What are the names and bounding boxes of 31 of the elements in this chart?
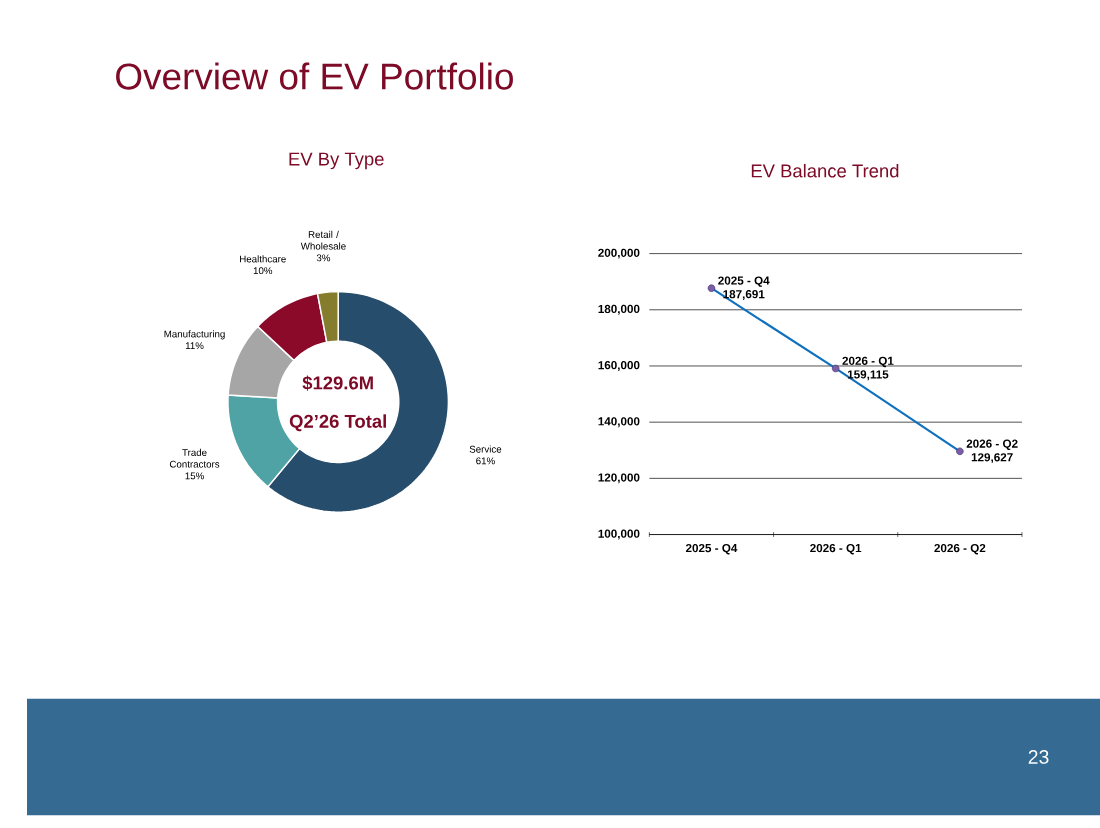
slice-label: Manufacturing [164, 330, 225, 340]
category-label: 2026 - Q1 [842, 356, 894, 368]
data-label: 187,691 [723, 289, 765, 300]
y-tick-label: 100,000 [598, 529, 640, 540]
chart-title: EV By Type [289, 152, 384, 170]
x-tick-label: 2026 - Q2 [934, 543, 986, 555]
slice-label: Retail / Wholesale [300, 230, 346, 250]
y-tick-label: 180,000 [598, 304, 640, 315]
data-label: 159,115 [847, 370, 889, 381]
y-tick-label: 160,000 [598, 360, 640, 371]
category-label: 2026 - Q2 [966, 439, 1018, 450]
y-tick-label: 120,000 [598, 473, 640, 484]
x-tick-label: 2025 - Q4 [685, 543, 738, 555]
y-tick-label: 200,000 [598, 248, 640, 259]
text: Q2’26 Total [289, 414, 386, 432]
data-label: 10% [253, 267, 273, 275]
data-label: 11% [185, 342, 204, 350]
text: 23 [1028, 750, 1049, 764]
y-tick-label: 140,000 [598, 417, 640, 428]
x-tick-label: 2026 - Q1 [810, 543, 862, 555]
data-label: 15% [185, 472, 204, 480]
text: Overview of EV Portfolio [116, 62, 513, 90]
data-label: 3% [316, 254, 331, 262]
slice-label: Trade Contractors [169, 448, 220, 468]
chart-title: EV Balance Trend [751, 163, 899, 178]
data-label: 129,627 [971, 453, 1013, 463]
category-label: 2025 - Q4 [718, 276, 770, 287]
slice-label: Service [469, 445, 502, 453]
data-label: 61% [476, 457, 495, 465]
slice-label: Healthcare [240, 255, 286, 263]
text: $129.6M [302, 375, 373, 391]
